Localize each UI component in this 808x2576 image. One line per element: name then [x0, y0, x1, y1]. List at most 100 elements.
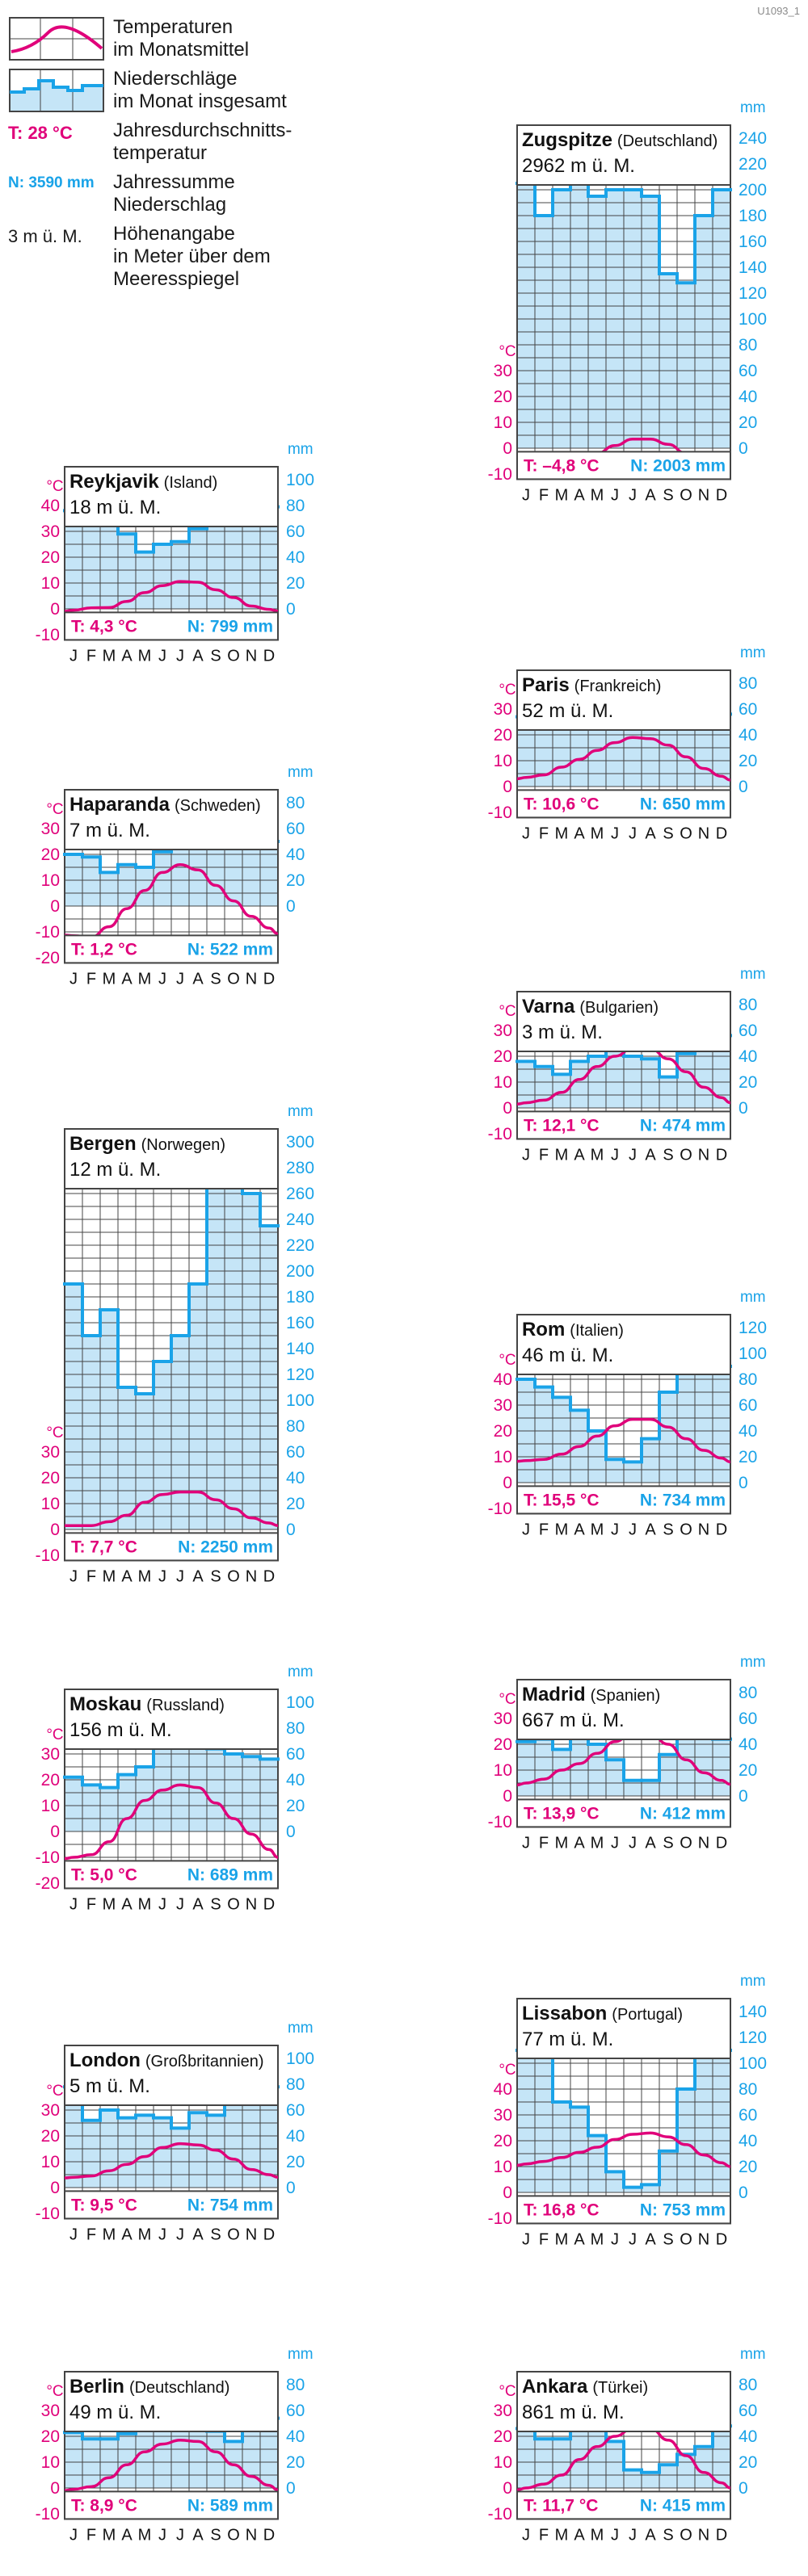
legend-t-text: Jahresdurchschnitts- temperatur — [113, 120, 292, 164]
station-elevation: 12 m ü. M. — [69, 1159, 161, 1181]
temp-point-3 — [560, 2473, 563, 2477]
header-box — [65, 467, 277, 526]
legend-h-text: Höhenangabe in Meter über dem Meeresspie… — [113, 223, 271, 290]
month-label-12: D — [716, 1521, 727, 1538]
month-label-5: M — [138, 1895, 152, 1913]
precip-tick-label: 20 — [739, 2453, 757, 2472]
annual-temperature: T: –4,8 °C — [524, 456, 600, 475]
precip-tick-label: 0 — [739, 1474, 748, 1492]
month-label-2: F — [539, 1834, 549, 1852]
month-label-10: O — [680, 486, 692, 504]
temp-point-11 — [702, 1449, 705, 1452]
temp-point-7 — [631, 736, 634, 739]
station-name-text: Rom — [522, 1319, 565, 1340]
header-frame — [516, 669, 731, 731]
month-label-1: J — [522, 1834, 530, 1852]
precip-tick-label: 220 — [286, 1236, 314, 1255]
temp-point-9 — [214, 2450, 217, 2453]
precip-tick-label: 40 — [286, 1469, 305, 1487]
precip-tick-label: 0 — [286, 2479, 296, 2498]
temp-point-8 — [196, 2440, 200, 2443]
precip-tick-label: 20 — [739, 2158, 757, 2176]
temp-point-11 — [250, 915, 253, 918]
temperature-line — [65, 1490, 279, 1527]
month-label-2: F — [539, 2526, 549, 2544]
temp-point-9 — [214, 2149, 217, 2152]
temp-point-10 — [684, 1758, 688, 1761]
temp-tick-label: 30 — [494, 1396, 512, 1415]
temp-point-7 — [631, 2133, 634, 2136]
temp-point-9 — [214, 1498, 217, 1501]
header-frame — [64, 2370, 279, 2432]
station-name-text: Lissabon — [522, 2003, 607, 2024]
month-label-3: M — [555, 2526, 569, 2544]
temp-tick-label: -10 — [488, 1500, 512, 1518]
legend-temp-row: Temperaturen im Monatsmittel — [8, 16, 347, 61]
month-label-7: J — [629, 1146, 637, 1164]
month-label-10: O — [680, 1146, 692, 1164]
station-country: (Schweden) — [175, 797, 261, 815]
month-label-9: S — [210, 2226, 221, 2243]
temp-point-10 — [232, 1507, 235, 1510]
month-label-11: N — [246, 1567, 257, 1585]
month-label-4: A — [121, 647, 133, 665]
station-country: (Island) — [164, 474, 218, 492]
temp-point-2 — [542, 2160, 545, 2163]
climate-chart-ankara: Ankara (Türkei) 861 m ü. M. T: 11,7 °C N: 41… — [477, 2283, 776, 2576]
month-label-3: M — [103, 2526, 116, 2544]
station-elevation: 156 m ü. M. — [69, 1719, 172, 1741]
station-country: (Deutschland) — [617, 132, 718, 150]
temp-tick-label: -10 — [36, 1848, 60, 1867]
temp-point-8 — [649, 438, 652, 441]
temp-tick-label: -20 — [36, 949, 60, 967]
temperature-line — [516, 2131, 731, 2168]
precip-tick-label: 40 — [286, 548, 305, 567]
annual-precipitation: N: 2003 mm — [630, 456, 726, 475]
month-label-2: F — [86, 1567, 96, 1585]
temp-point-6 — [613, 741, 617, 745]
month-label-12: D — [263, 2226, 275, 2243]
temp-point-4 — [578, 1445, 581, 1448]
month-label-11: N — [698, 1521, 709, 1538]
month-label-2: F — [86, 1895, 96, 1913]
annual-precipitation: N: 522 mm — [187, 940, 273, 959]
station-country: (Deutschland) — [129, 2379, 229, 2397]
temp-tick-label: 0 — [503, 1787, 512, 1806]
temp-point-6 — [161, 584, 164, 587]
month-label-1: J — [69, 2226, 78, 2243]
temp-point-6 — [613, 2435, 617, 2438]
temperature-line — [516, 2427, 731, 2492]
month-label-10: O — [227, 1895, 240, 1913]
temp-point-5 — [143, 2155, 146, 2159]
precip-tick-label: 60 — [739, 1022, 757, 1040]
annual-temperature: T: 7,7 °C — [71, 1538, 137, 1556]
temp-tick-label: 30 — [41, 2101, 60, 2120]
temp-point-10 — [684, 2454, 688, 2457]
temp-point-10 — [232, 2158, 235, 2161]
temp-point-7 — [179, 580, 182, 583]
annual-temperature: T: 4,3 °C — [71, 617, 137, 636]
month-label-5: M — [138, 2526, 152, 2544]
month-label-5: M — [591, 1521, 604, 1538]
precip-tick-label: 40 — [286, 845, 305, 864]
station-name: London (Großbritannien) — [69, 2049, 264, 2071]
temp-point-1 — [72, 2175, 75, 2179]
month-label-12: D — [716, 1146, 727, 1164]
precip-tick-label: 40 — [286, 2427, 305, 2446]
month-label-1: J — [69, 1895, 78, 1913]
month-label-7: J — [176, 970, 184, 988]
temp-point-9 — [667, 1057, 670, 1060]
legend-temp-line-icon — [9, 17, 104, 61]
station-name: Ankara (Türkei) — [522, 2376, 648, 2398]
chart-svg: Berlin (Deutschland) 49 m ü. M. T: 8,9 °C N:… — [36, 2346, 314, 2544]
annual-temperature: T: 16,8 °C — [524, 2201, 600, 2219]
temp-point-12 — [720, 2161, 723, 2164]
temp-tick-label: 0 — [503, 2184, 512, 2202]
precip-tick-label: 80 — [739, 2080, 757, 2099]
month-label-6: J — [158, 2226, 166, 2243]
temp-point-12 — [267, 1848, 271, 1851]
precip-tick-label: 80 — [739, 674, 757, 693]
month-label-8: A — [645, 486, 656, 504]
chart-svg: Lissabon (Portugal) 77 m ü. M. T: 16,8 °C N:… — [488, 1973, 767, 2248]
temp-point-2 — [90, 2485, 93, 2488]
